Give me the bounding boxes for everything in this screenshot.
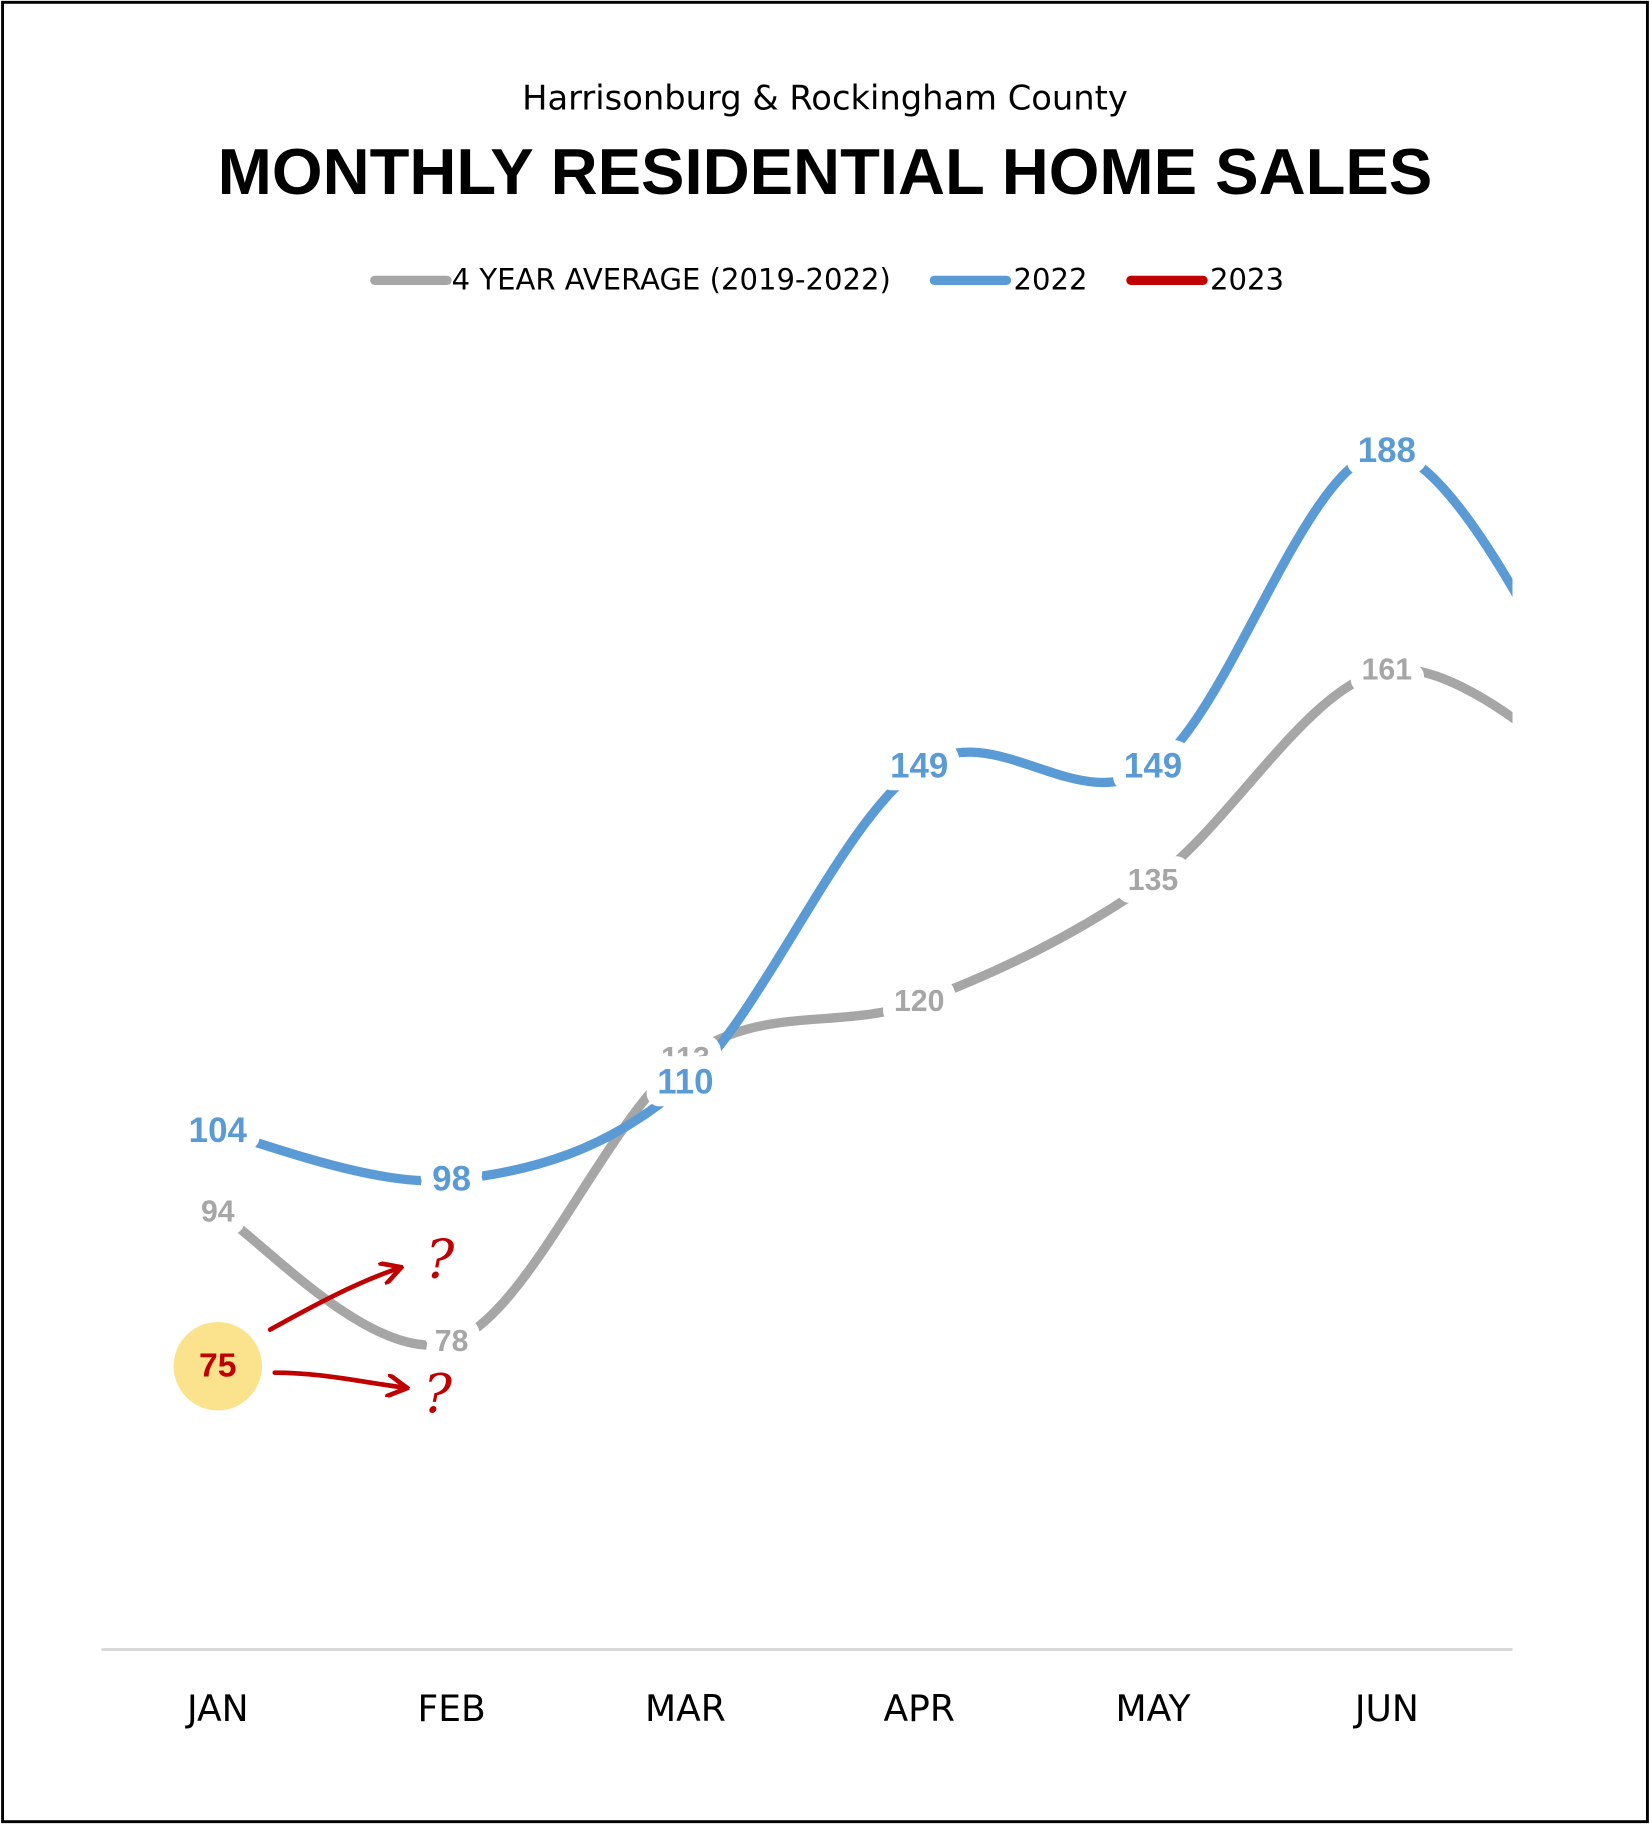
data-label: 98 — [432, 1159, 471, 1198]
legend-label: 2022 — [1013, 263, 1087, 297]
highlight-point — [173, 1322, 262, 1411]
data-label: 110 — [657, 1062, 713, 1101]
x-tick-label: MAR — [645, 1688, 726, 1730]
data-label: 120 — [894, 985, 944, 1018]
x-tick-label: APR — [883, 1688, 954, 1730]
legend-label: 2023 — [1210, 263, 1284, 297]
series-line — [213, 664, 1513, 1350]
legend: 4 YEAR AVERAGE (2019-2022) 2022 2023 — [370, 263, 1284, 297]
arrow — [272, 1370, 405, 1388]
x-tick-label: JUN — [1353, 1688, 1419, 1730]
data-label: 104 — [189, 1111, 248, 1150]
plot-area — [173, 447, 1513, 1411]
data-label: 94 — [201, 1196, 235, 1229]
data-label: 149 — [1124, 747, 1182, 786]
data-label: 75 — [199, 1346, 237, 1384]
x-tick-label: JAN — [185, 1688, 249, 1730]
legend-label: 4 YEAR AVERAGE (2019-2022) — [452, 263, 891, 297]
data-label: 135 — [1128, 864, 1178, 897]
x-tick-label: FEB — [417, 1688, 485, 1730]
annotation: ? — [426, 1227, 455, 1290]
data-label: 188 — [1358, 431, 1416, 470]
annotation: ? — [423, 1362, 452, 1425]
data-label: 161 — [1362, 653, 1412, 686]
series-line — [213, 447, 1513, 1186]
x-tick-label: MAY — [1116, 1688, 1192, 1730]
chart-subtitle: Harrisonburg & Rockingham County — [522, 79, 1128, 118]
arrow — [267, 1268, 399, 1332]
chart-title: MONTHLY RESIDENTIAL HOME SALES — [218, 135, 1433, 208]
data-label: 149 — [890, 747, 948, 786]
data-label: 78 — [435, 1325, 469, 1358]
